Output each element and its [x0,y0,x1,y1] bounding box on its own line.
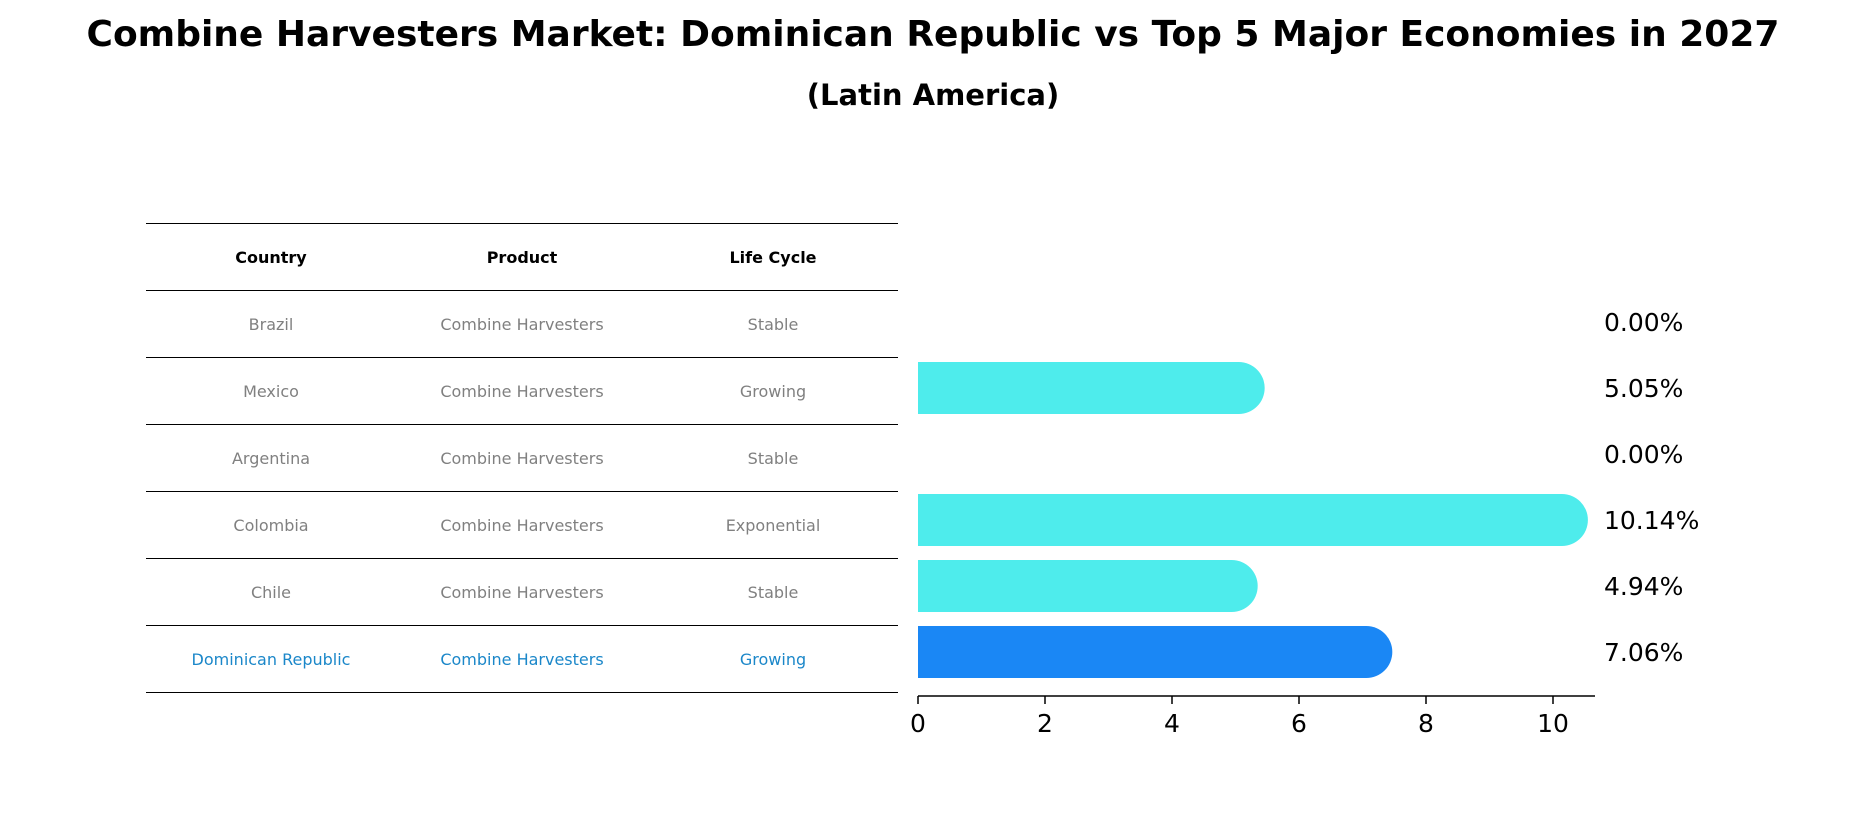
table-row: Chile Combine Harvesters Stable [146,558,898,625]
x-tick-label: 4 [1164,709,1180,738]
cell-product: Combine Harvesters [440,314,604,334]
x-tick-label: 10 [1537,709,1569,738]
cell-product: Combine Harvesters [440,381,604,401]
header-product: Product [486,247,558,267]
x-tick-label: 0 [910,709,926,738]
data-table: Country Product Life Cycle Brazil Combin… [146,223,898,693]
header-life-cycle: Life Cycle [729,247,817,267]
table-row: Brazil Combine Harvesters Stable [146,290,898,357]
cell-country: Brazil [248,314,294,334]
cell-country: Colombia [233,515,309,535]
cell-country: Mexico [243,381,299,401]
table-row: Colombia Combine Harvesters Exponential [146,491,898,558]
cell-life-cycle: Exponential [725,515,821,535]
value-label: 7.06% [1604,638,1683,667]
cell-product: Combine Harvesters [440,649,604,669]
x-tick-label: 2 [1037,709,1053,738]
value-label: 10.14% [1604,506,1699,535]
x-tick-label: 8 [1418,709,1434,738]
cell-life-cycle: Growing [739,649,807,669]
bar-mexico [918,362,1265,414]
table-row: Argentina Combine Harvesters Stable [146,424,898,491]
chart-subtitle: (Latin America) [806,78,1060,112]
table-row: Mexico Combine Harvesters Growing [146,357,898,424]
value-label: 5.05% [1604,374,1683,403]
x-tick-label: 6 [1291,709,1307,738]
table-row-highlighted: Dominican Republic Combine Harvesters Gr… [146,625,898,693]
cell-life-cycle: Growing [739,381,807,401]
cell-product: Combine Harvesters [440,515,604,535]
cell-life-cycle: Stable [747,448,799,468]
cell-country: Argentina [231,448,311,468]
table-header-row: Country Product Life Cycle [146,223,898,290]
cell-country: Dominican Republic [191,649,351,669]
chart-title: Combine Harvesters Market: Dominican Rep… [86,14,1780,55]
cell-product: Combine Harvesters [440,448,604,468]
header-country: Country [235,247,307,267]
cell-life-cycle: Stable [747,314,799,334]
value-label: 0.00% [1604,440,1683,469]
cell-product: Combine Harvesters [440,582,604,602]
cell-country: Chile [250,582,292,602]
value-label: 0.00% [1604,308,1683,337]
cell-life-cycle: Stable [747,582,799,602]
value-label: 4.94% [1604,572,1683,601]
bar-dominican-republic [918,626,1393,678]
bar-colombia [918,494,1588,546]
bar-chile [918,560,1258,612]
